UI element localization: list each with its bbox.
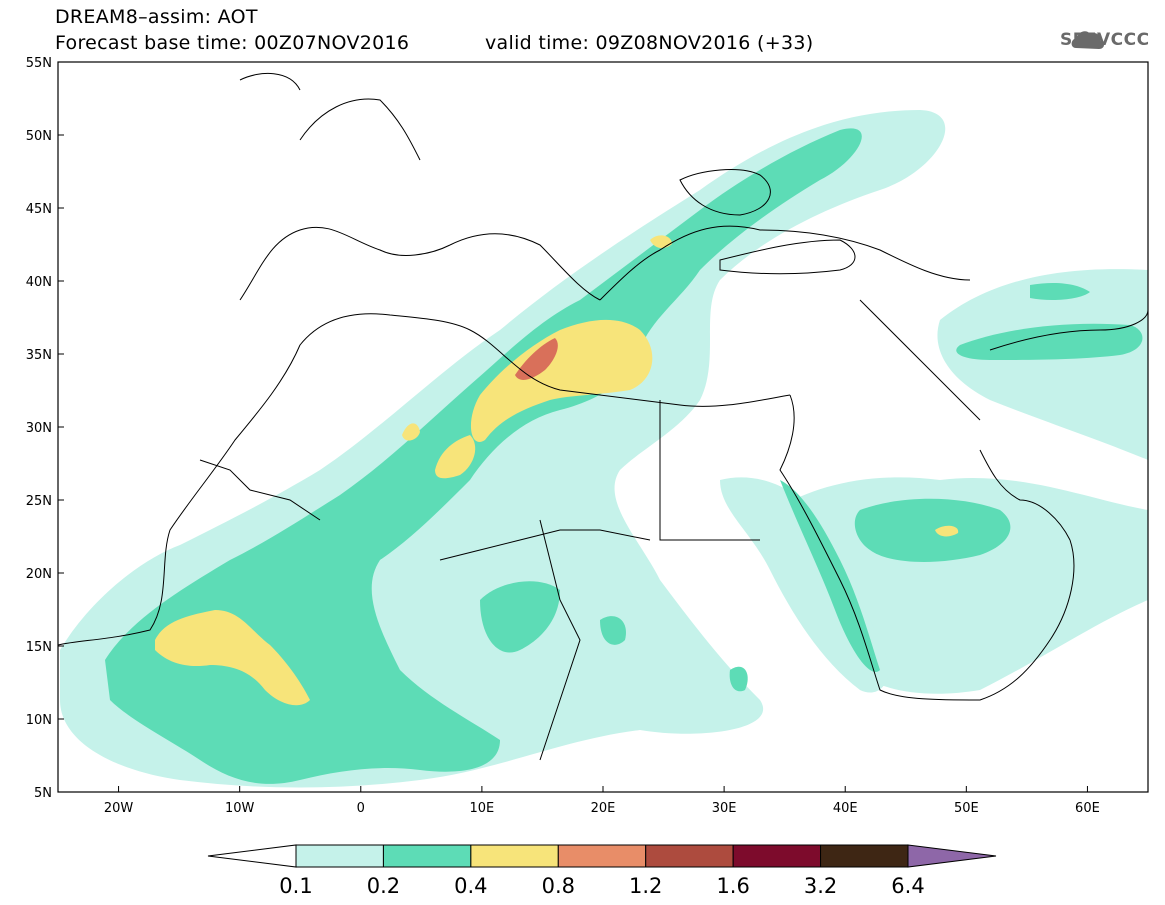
- colorbar-label: 3.2: [804, 874, 837, 898]
- colorbar-label: 0.1: [279, 874, 312, 898]
- seevccc-logo-text: SEEVCCC: [1060, 30, 1150, 50]
- latitude-label: 45N: [26, 202, 52, 217]
- longitude-label: 40E: [833, 801, 858, 816]
- longitude-label: 50E: [954, 801, 979, 816]
- latitude-label: 5N: [34, 786, 52, 801]
- colorbar-label: 6.4: [891, 874, 924, 898]
- colorbar-labels: 0.1 0.2 0.4 0.8 1.2 1.6 3.2 6.4: [279, 874, 924, 898]
- longitude-axis: 20W 10W 0 10E 20E 30E 40E 50E 60E: [104, 786, 1100, 816]
- longitude-label: 60E: [1075, 801, 1100, 816]
- latitude-label: 50N: [26, 129, 52, 144]
- colorbar-swatch: [557, 844, 647, 868]
- colorbar-swatch: [470, 844, 559, 868]
- latitude-label: 25N: [26, 494, 52, 509]
- latitude-label: 30N: [26, 421, 52, 436]
- colorbar-label: 0.2: [367, 874, 400, 898]
- forecast-base-time: Forecast base time: 00Z07NOV2016: [55, 32, 410, 54]
- map-plot-area: [57, 61, 1149, 793]
- colorbar-swatch: [732, 844, 822, 868]
- colorbar-swatch: [820, 844, 909, 868]
- latitude-label: 15N: [26, 640, 52, 655]
- latitude-label: 20N: [26, 567, 52, 582]
- longitude-label: 10W: [225, 801, 255, 816]
- colorbar: 0.1 0.2 0.4 0.8 1.2 1.6 3.2 6.4: [207, 844, 997, 898]
- latitude-axis: 55N 50N 45N 40N 35N 30N 25N 20N 15N 10N 5N: [26, 56, 64, 801]
- latitude-label: 10N: [26, 713, 52, 728]
- colorbar-swatch: [295, 844, 384, 868]
- colorbar-swatch: [645, 844, 734, 868]
- colorbar-over-arrow: [907, 844, 997, 868]
- cloud-icon: [1071, 31, 1105, 49]
- longitude-label: 10E: [470, 801, 495, 816]
- latitude-label: 40N: [26, 275, 52, 290]
- colorbar-swatch: [382, 844, 472, 868]
- valid-time: valid time: 09Z08NOV2016 (+33): [485, 32, 814, 54]
- coastlines: [57, 72, 1149, 761]
- longitude-label: 30E: [712, 801, 737, 816]
- latitude-label: 35N: [26, 348, 52, 363]
- colorbar-label: 1.2: [629, 874, 662, 898]
- colorbar-under-arrow: [207, 844, 297, 868]
- aot-layer-0.8: [515, 338, 558, 380]
- latitude-label: 55N: [26, 56, 52, 71]
- aot-layer-0.2: [105, 128, 1143, 784]
- colorbar-label: 1.6: [716, 874, 749, 898]
- longitude-label: 20W: [104, 801, 134, 816]
- colorbar-label: 0.4: [454, 874, 487, 898]
- longitude-label: 0: [357, 801, 365, 816]
- map-title: DREAM8–assim: AOT: [55, 6, 258, 28]
- colorbar-label: 0.8: [542, 874, 575, 898]
- longitude-label: 20E: [591, 801, 616, 816]
- aot-layer-0.4: [155, 235, 959, 706]
